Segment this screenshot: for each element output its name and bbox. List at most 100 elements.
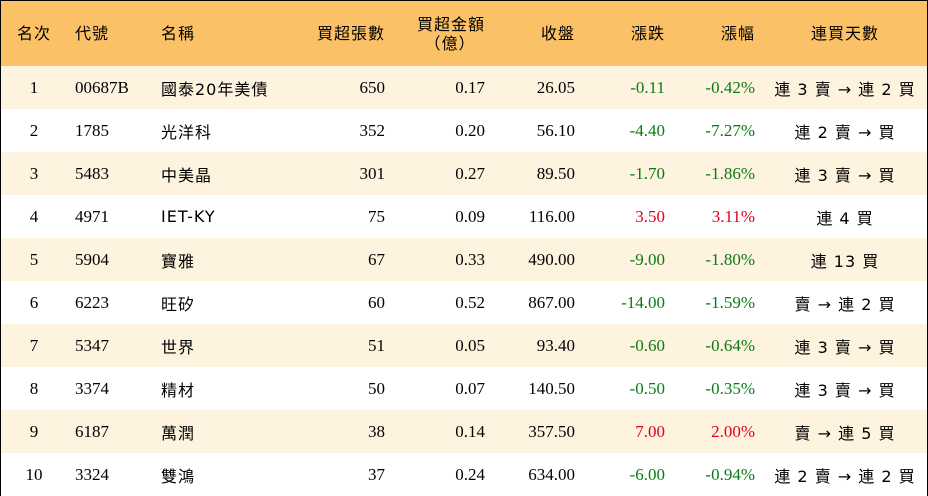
name-cell: IET-KY [161,207,216,226]
streak-cell: 賣 → 連 2 買 [794,294,896,314]
rank-cell: 8 [29,378,39,398]
net-buy-amount-cell: 0.05 [455,335,485,355]
net-buy-lots-cell: 75 [368,206,385,226]
streak-cell: 連 3 賣 → 買 [794,337,896,357]
name-cell: 雙鴻 [161,466,196,486]
close-cell: 490.00 [528,249,575,269]
table-row: 2 1785 光洋科 352 0.20 56.10 -4.40 -7.27% 連 2 賣 → 買 [1,109,927,152]
net-buy-amount-cell: 0.33 [455,249,485,269]
rank-cell: 4 [29,206,39,226]
rank-cell: 1 [29,77,39,97]
name-cell: 光洋科 [161,122,213,142]
header-rank: 名次 [16,24,51,43]
change-pct-cell: -1.80% [705,249,755,269]
rank-cell: 9 [29,421,39,441]
header-net-buy-amount-line2: （億） [424,33,476,53]
net-buy-amount-cell: 0.20 [455,120,485,140]
table-row: 5 5904 寶雅 67 0.33 490.00 -9.00 -1.80% 連 13 買 [1,238,927,281]
net-buy-lots-cell: 51 [368,335,385,355]
code-cell: 5904 [75,249,109,269]
table-row: 4 4971 IET-KY 75 0.09 116.00 3.50 3.11% 連 4 買 [1,195,927,238]
name-cell: 萬潤 [161,423,196,443]
change-pct-cell: -1.59% [705,292,755,312]
change-cell: 7.00 [635,421,665,441]
code-cell: 3324 [75,464,109,484]
code-cell: 5483 [75,163,109,183]
change-cell: -0.11 [630,77,665,97]
change-cell: -4.40 [629,120,665,140]
code-cell: 5347 [75,335,109,355]
streak-cell: 連 2 賣 → 連 2 買 [774,466,916,486]
code-cell: 4971 [75,206,109,226]
change-pct-cell: 2.00% [711,421,755,441]
change-cell: 3.50 [635,206,665,226]
net-buy-lots-cell: 352 [359,120,386,140]
net-buy-amount-cell: 0.09 [455,206,485,226]
streak-cell: 連 3 賣 → 買 [794,380,896,400]
table-row: 10 3324 雙鴻 37 0.24 634.00 -6.00 -0.94% 連 2 賣 → 連… [1,453,927,496]
net-buy-lots-cell: 37 [368,464,385,484]
change-cell: -0.50 [629,378,665,398]
code-cell: 6187 [75,421,109,441]
name-cell: 旺矽 [161,294,196,314]
table-body: 1 00687B 國泰20年美債 650 0.17 26.05 -0.11 -0.42% 連 3… [1,66,927,496]
rank-cell: 10 [25,464,43,484]
header-streak: 連買天數 [810,24,879,43]
name-cell: 精材 [161,380,196,400]
code-cell: 1785 [75,120,109,140]
header-net-buy-amount-line1: 買超金額 [416,14,485,34]
net-buy-amount-cell: 0.27 [455,163,485,183]
change-cell: -14.00 [621,292,665,312]
change-cell: -9.00 [629,249,665,269]
change-cell: -0.60 [629,335,665,355]
table-row: 6 6223 旺矽 60 0.52 867.00 -14.00 -1.59% 賣 → 連 2 買 [1,281,927,324]
streak-cell: 連 4 買 [816,208,874,228]
change-pct-cell: -0.64% [705,335,755,355]
code-cell: 6223 [75,292,109,312]
change-pct-cell: -0.94% [705,464,755,484]
net-buy-lots-cell: 38 [368,421,385,441]
net-buy-amount-cell: 0.17 [455,77,485,97]
net-buy-amount-cell: 0.52 [455,292,485,312]
close-cell: 634.00 [528,464,575,484]
name-cell: 寶雅 [161,251,196,271]
close-cell: 867.00 [528,292,575,312]
net-buy-amount-cell: 0.24 [455,464,485,484]
rank-cell: 6 [29,292,39,312]
table-header-row: 名次 代號 名稱 買超張數 買超金額 （億） 收盤 漲跌 漲幅 連買天數 [1,1,927,66]
close-cell: 26.05 [536,77,575,97]
streak-cell: 連 3 賣 → 連 2 買 [774,79,916,99]
header-net-buy-amount: 買超金額 （億） [393,1,493,66]
table-row: 7 5347 世界 51 0.05 93.40 -0.60 -0.64% 連 3 賣 → 買 [1,324,927,367]
change-pct-cell: -7.27% [705,120,755,140]
header-net-buy-lots: 買超張數 [316,24,385,43]
close-cell: 116.00 [528,206,575,226]
rank-cell: 3 [29,163,39,183]
streak-cell: 連 2 賣 → 買 [794,122,896,142]
close-cell: 89.50 [536,163,575,183]
header-name: 名稱 [161,24,196,43]
change-pct-cell: 3.11% [711,206,755,226]
change-cell: -6.00 [629,464,665,484]
close-cell: 140.50 [528,378,575,398]
net-buy-amount-cell: 0.07 [455,378,485,398]
net-buy-lots-cell: 60 [368,292,385,312]
name-cell: 國泰20年美債 [161,79,269,99]
code-cell: 3374 [75,378,109,398]
header-change: 漲跌 [630,24,665,43]
rank-cell: 5 [29,249,39,269]
change-pct-cell: -0.42% [705,77,755,97]
header-code: 代號 [75,24,110,43]
name-cell: 中美晶 [161,165,213,185]
rank-cell: 7 [29,335,39,355]
net-buy-lots-cell: 650 [359,77,386,97]
net-buy-amount-cell: 0.14 [455,421,485,441]
close-cell: 93.40 [536,335,575,355]
change-pct-cell: -1.86% [705,163,755,183]
net-buy-lots-cell: 67 [368,249,385,269]
code-cell: 00687B [75,77,129,97]
net-buy-lots-cell: 50 [368,378,385,398]
streak-cell: 連 3 賣 → 買 [794,165,896,185]
